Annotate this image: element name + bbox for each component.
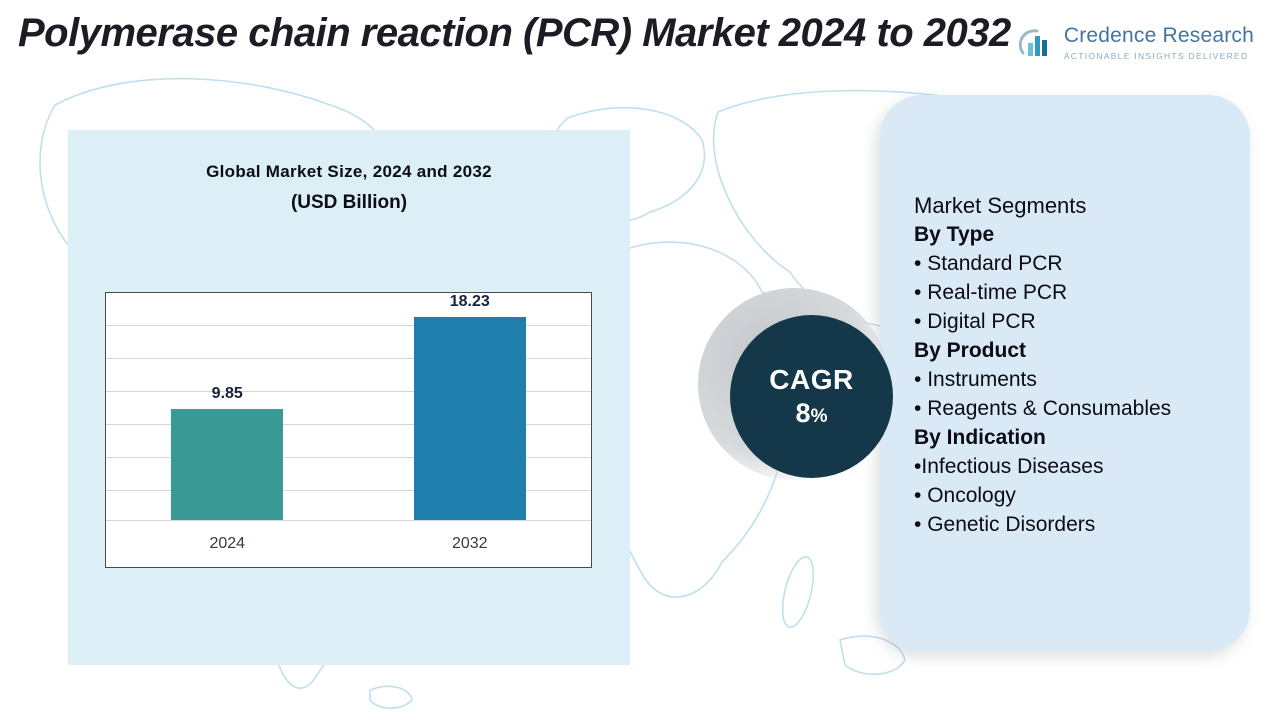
segment-heading-by-product: By Product (914, 339, 1027, 362)
market-segments-panel: Market Segments By Type Standard PCR Rea… (880, 95, 1250, 651)
bar-value-label: 9.85 (211, 384, 243, 402)
segment-item: Standard PCR (914, 249, 1228, 278)
segment-item: Oncology (914, 481, 1228, 510)
brand-tagline: Actionable Insights Delivered (1063, 51, 1249, 61)
segment-item: Real-time PCR (914, 278, 1228, 307)
segment-item: Genetic Disorders (914, 510, 1228, 539)
page-title: Polymerase chain reaction (PCR) Market 2… (18, 11, 1011, 55)
segment-item: Digital PCR (914, 307, 1228, 336)
segment-item: Reagents & Consumables (914, 394, 1228, 423)
segment-heading-by-type: By Type (914, 223, 995, 246)
segment-item: Instruments (914, 365, 1228, 394)
x-axis-label-2032: 2032 (451, 535, 488, 552)
bar-chart-logo-icon (1018, 29, 1047, 56)
bar-chart-plot: 9.85 18.23 2024 2032 (105, 292, 592, 568)
chart-panel: Global Market Size, 2024 and 2032 (USD B… (68, 130, 630, 665)
bar-group-2032: 18.23 (349, 293, 592, 520)
cagr-badge: CAGR 8% (730, 315, 893, 478)
cagr-label: CAGR (769, 364, 854, 395)
segment-heading-by-indication: By Indication (914, 426, 1046, 449)
bar-chart-bars-area: 9.85 18.23 (106, 293, 591, 521)
bar-value-label: 18.23 (449, 293, 490, 310)
brand-logo: Credence Research Actionable Insights De… (1016, 24, 1254, 64)
chart-title: Global Market Size, 2024 and 2032 (206, 162, 492, 181)
bar-2032 (413, 317, 526, 520)
segments-title: Market Segments (914, 193, 1087, 218)
cagr-value: 8% (796, 398, 828, 429)
cagr-percent-sign: % (810, 406, 828, 427)
bar-2024 (171, 408, 284, 520)
x-axis-labels: 2024 2032 (106, 521, 591, 567)
brand-name: Credence Research (1063, 24, 1254, 47)
brand-text: Credence Research Actionable Insights De… (1064, 24, 1254, 61)
chart-subtitle: (USD Billion) (290, 192, 408, 213)
segment-item: Infectious Diseases (914, 452, 1228, 481)
bar-group-2024: 9.85 (106, 293, 349, 520)
x-axis-label-2024: 2024 (209, 535, 246, 552)
cagr-number: 8 (795, 398, 811, 428)
